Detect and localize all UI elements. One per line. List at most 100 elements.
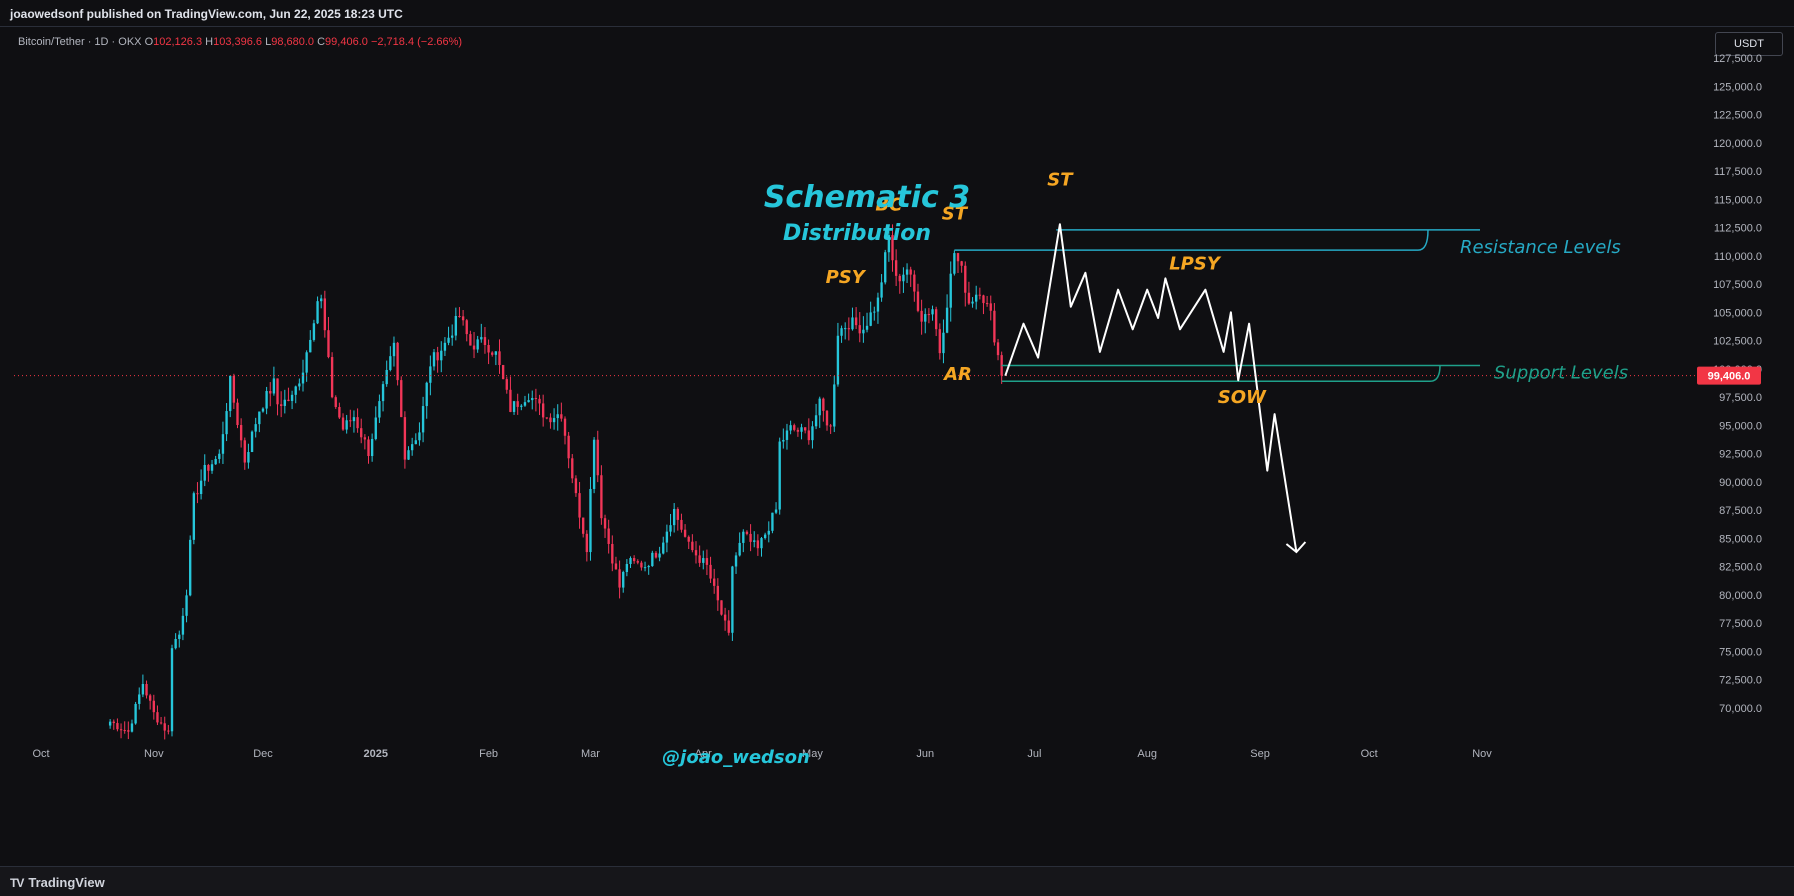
tradingview-logo[interactable]: TV TradingView	[10, 875, 105, 890]
candle-body	[669, 525, 672, 532]
price-axis-tick-label: 102,500.0	[1713, 336, 1762, 348]
candle-body	[381, 384, 385, 402]
candle-body	[487, 345, 490, 353]
candle-body	[731, 566, 734, 633]
candle-body	[480, 337, 483, 340]
candle-body	[214, 458, 217, 465]
candle-body	[611, 543, 614, 564]
candle-body	[512, 401, 516, 412]
candle-body	[349, 420, 352, 422]
candle-body	[236, 402, 239, 426]
candle-body	[294, 386, 297, 395]
price-axis-tick-label: 82,500.0	[1719, 562, 1762, 574]
candle-body	[905, 269, 909, 275]
time-axis-tick-label: Aug	[1137, 748, 1157, 760]
candle-body	[400, 380, 403, 418]
price-axis-tick-label: 70,000.0	[1719, 703, 1762, 715]
candle-body	[862, 329, 865, 334]
candle-body	[130, 723, 134, 732]
candle-body	[520, 405, 523, 407]
currency-button[interactable]: USDT	[1715, 32, 1783, 56]
publisher-text: joaowedsonf published on TradingView.com…	[10, 7, 403, 21]
candle-body	[654, 552, 658, 558]
candle-body	[527, 400, 530, 403]
candle-body	[367, 439, 370, 457]
candle-body	[818, 398, 821, 416]
candle-body	[312, 323, 316, 340]
candle-body	[141, 684, 145, 695]
price-axis-tick-label: 127,500.0	[1713, 53, 1762, 65]
candle-body	[585, 533, 589, 553]
candle-body	[505, 379, 508, 390]
candle-body	[971, 301, 974, 304]
annotation-st: ST	[1047, 170, 1074, 191]
tradingview-logo-text: TradingView	[28, 875, 105, 890]
candle-body	[516, 401, 519, 407]
time-axis-tick-label: Dec	[253, 748, 273, 760]
candle-body	[454, 316, 458, 336]
candle-body	[254, 424, 257, 432]
candle-body	[767, 530, 770, 535]
close-value: 99,406.0	[325, 36, 368, 48]
tradingview-logo-icon: TV	[10, 876, 24, 890]
price-axis-tick-label: 85,000.0	[1719, 533, 1762, 545]
footer-bar: TV TradingView	[0, 866, 1794, 896]
last-price-label: 99,406.0	[1708, 371, 1751, 383]
candle-body	[167, 730, 170, 732]
candle-body	[705, 558, 709, 565]
candle-body	[975, 294, 978, 302]
chart-subtitle: Distribution	[783, 221, 931, 246]
candle-body	[447, 337, 450, 343]
annotation-sow: SOW	[1218, 387, 1267, 408]
support-label: Support Levels	[1494, 362, 1628, 383]
candle-body	[458, 316, 461, 318]
price-chart[interactable]: 70,000.0 72,500.0 75,000.0 77,500.0 80,000.0…	[0, 0, 1794, 866]
candle-body	[451, 335, 454, 338]
low-label: L	[265, 36, 272, 48]
candle-body	[989, 303, 992, 311]
candle-body	[829, 425, 832, 427]
candle-body	[370, 439, 374, 457]
candle-body	[272, 378, 276, 394]
candle-body	[658, 553, 661, 558]
candle-body	[880, 282, 883, 298]
candle-body	[680, 519, 683, 530]
candle-body	[825, 410, 829, 426]
time-axis-tick-label: Sep	[1250, 748, 1270, 760]
annotation-psy: PSY	[826, 267, 867, 288]
candle-body	[265, 390, 268, 409]
candle-body	[822, 398, 825, 411]
candle-body	[552, 418, 556, 423]
projection-path	[1004, 223, 1298, 553]
candle-body	[269, 390, 272, 394]
close-label: C	[317, 36, 326, 48]
candle-body	[625, 563, 629, 572]
candle-body	[218, 453, 221, 459]
candle-body	[538, 398, 541, 404]
candle-body	[836, 335, 840, 385]
candle-body	[352, 417, 356, 422]
candle-body	[414, 440, 417, 445]
candle-body	[232, 375, 236, 403]
candle-body	[108, 721, 112, 726]
open-value: 102,126.3	[153, 36, 203, 48]
support-bracket	[1429, 365, 1441, 383]
candle-body	[865, 325, 869, 330]
candle-body	[225, 411, 228, 435]
annotation-ar: AR	[942, 364, 972, 385]
candle-body	[738, 542, 741, 556]
candle-body	[560, 414, 563, 419]
candle-body	[745, 531, 749, 534]
candle-body	[196, 493, 199, 495]
price-axis-tick-label: 97,500.0	[1719, 392, 1762, 404]
candle-body	[742, 531, 745, 543]
high-label: H	[205, 36, 214, 48]
time-axis-tick-label: Oct	[1361, 748, 1378, 760]
candle-body	[589, 488, 592, 553]
price-axis-tick-label: 87,500.0	[1719, 505, 1762, 517]
candle-body	[727, 620, 730, 633]
candle-body	[698, 555, 701, 563]
price-axis-tick-label: 92,500.0	[1719, 449, 1762, 461]
candle-body	[833, 384, 836, 427]
candle-body	[665, 531, 669, 543]
